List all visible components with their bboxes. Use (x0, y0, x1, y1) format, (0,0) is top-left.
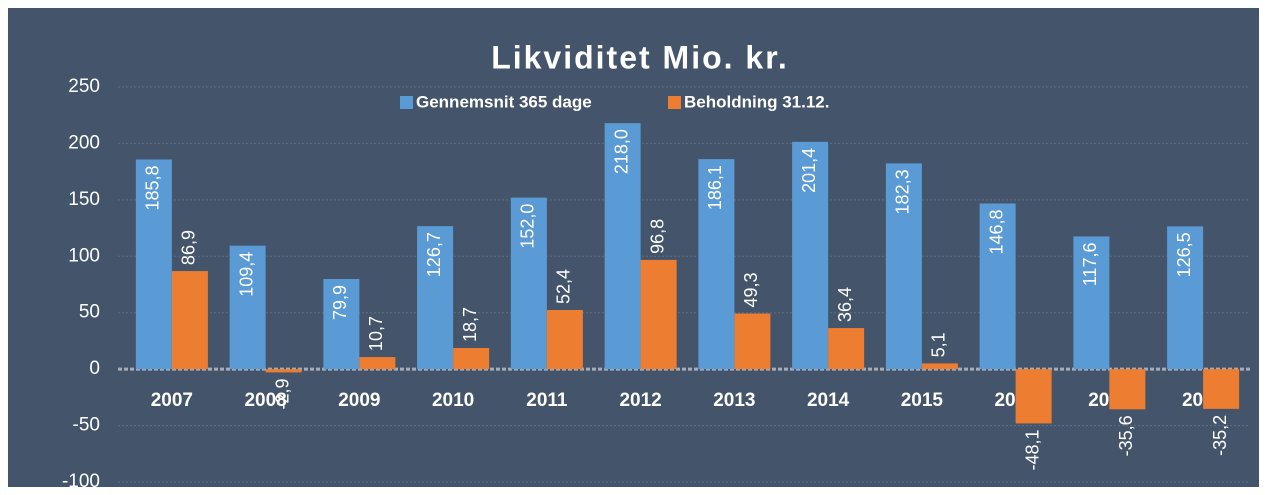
data-label: 126,5 (1174, 232, 1194, 277)
data-label: 36,4 (835, 287, 855, 322)
bar (1015, 369, 1052, 424)
x-tick-label: 2010 (432, 390, 474, 411)
x-tick-label: 2014 (807, 390, 850, 411)
data-label: 18,7 (460, 307, 480, 342)
bar (510, 197, 547, 370)
bar (1203, 369, 1240, 409)
data-label: 52,4 (554, 269, 574, 304)
data-label: 79,9 (330, 285, 350, 320)
data-label: 218,0 (611, 129, 631, 174)
bar (1109, 369, 1146, 410)
data-label: 117,6 (1080, 242, 1100, 286)
x-tick-label: 2015 (901, 390, 944, 411)
data-label: 49,3 (741, 272, 761, 307)
x-tick-label: 2007 (151, 390, 193, 411)
bar (417, 226, 454, 370)
bar (229, 245, 266, 370)
x-tick-label: 2008 (244, 390, 286, 411)
data-label: 152,0 (518, 204, 538, 249)
bar (885, 163, 922, 370)
bar (1073, 236, 1110, 370)
bar (792, 141, 829, 370)
data-label: 186,1 (705, 165, 725, 210)
bar (604, 123, 641, 370)
bar (1167, 226, 1204, 370)
bar (921, 363, 958, 370)
data-label: -2,9 (272, 378, 292, 409)
legend-swatch (668, 96, 681, 109)
data-label: 10,7 (366, 316, 386, 351)
bar (265, 369, 302, 373)
bar (323, 278, 360, 370)
data-label: 5,1 (929, 332, 949, 357)
legend-swatch (400, 96, 413, 109)
data-label: 126,7 (424, 232, 444, 277)
data-label: 185,8 (143, 165, 163, 210)
bar (171, 271, 208, 370)
x-tick-label: 2012 (619, 390, 661, 411)
bar (734, 313, 771, 370)
data-label: 96,8 (647, 219, 667, 254)
y-tick-label: -50 (73, 415, 100, 436)
data-label: 86,9 (179, 230, 199, 265)
bar (135, 159, 172, 370)
data-label: -35,6 (1116, 415, 1136, 456)
y-tick-label: 0 (89, 358, 100, 379)
data-label: -48,1 (1022, 429, 1042, 470)
bar (979, 203, 1016, 370)
data-label: 146,8 (986, 209, 1006, 254)
legend-label: Gennemsnit 365 dage (416, 92, 592, 111)
bar (828, 328, 865, 370)
bar (453, 348, 490, 370)
bar (359, 357, 396, 370)
y-tick-label: 100 (68, 245, 100, 266)
y-tick-label: 150 (68, 189, 100, 210)
legend-label: Beholdning 31.12. (684, 92, 829, 111)
data-label: 201,4 (799, 148, 819, 193)
data-label: -35,2 (1210, 415, 1230, 456)
bar (640, 259, 677, 370)
x-tick-label: 2011 (526, 390, 568, 411)
data-label: 182,3 (893, 169, 913, 214)
bar (546, 310, 583, 370)
y-tick-label: 200 (68, 132, 100, 153)
y-tick-label: 250 (68, 76, 100, 97)
bar (698, 159, 735, 370)
chart-title: Likviditet Mio. kr. (491, 39, 789, 75)
y-tick-label: -100 (62, 471, 100, 492)
x-tick-label: 2013 (713, 390, 755, 411)
x-tick-label: 2009 (338, 390, 380, 411)
y-tick-label: 50 (79, 302, 100, 323)
data-label: 109,4 (236, 252, 256, 297)
